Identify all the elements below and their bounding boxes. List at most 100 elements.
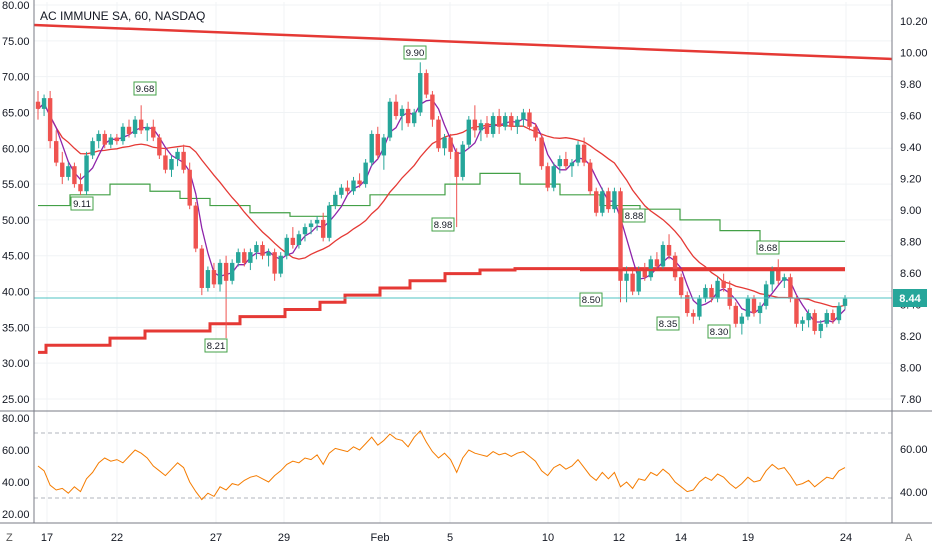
- candle-body[interactable]: [278, 255, 283, 274]
- candle-body[interactable]: [90, 141, 95, 156]
- candle-body[interactable]: [830, 313, 836, 321]
- rsi-pane[interactable]: [34, 429, 892, 501]
- candle-body[interactable]: [151, 126, 156, 138]
- candle-body[interactable]: [193, 205, 198, 249]
- candle-body[interactable]: [727, 287, 732, 306]
- price-annotation[interactable]: 9.68: [133, 81, 157, 96]
- candle-body[interactable]: [187, 169, 192, 206]
- candle-body[interactable]: [169, 159, 174, 170]
- candle-body[interactable]: [654, 259, 660, 267]
- candle-body[interactable]: [120, 126, 126, 142]
- candle-body[interactable]: [697, 298, 702, 317]
- candle-body[interactable]: [181, 151, 186, 170]
- candle-body[interactable]: [527, 112, 532, 127]
- candle-body[interactable]: [163, 155, 168, 170]
- candle-body[interactable]: [236, 252, 241, 263]
- candle-body[interactable]: [460, 144, 465, 177]
- price-annotation[interactable]: 8.88: [622, 208, 646, 223]
- candle-body[interactable]: [217, 262, 223, 285]
- rsi-line[interactable]: [37, 429, 846, 501]
- candle-body[interactable]: [393, 101, 399, 117]
- candle-body[interactable]: [157, 137, 162, 156]
- candle-body[interactable]: [569, 162, 575, 167]
- candle-body[interactable]: [709, 287, 714, 299]
- candle-body[interactable]: [788, 277, 793, 299]
- candle-body[interactable]: [539, 137, 544, 167]
- candle-body[interactable]: [587, 162, 593, 192]
- candle-body[interactable]: [260, 244, 265, 256]
- candle-body[interactable]: [642, 270, 647, 278]
- candle-body[interactable]: [678, 277, 684, 296]
- candle-body[interactable]: [424, 73, 429, 95]
- candle-body[interactable]: [290, 237, 296, 245]
- candle-body[interactable]: [818, 323, 823, 331]
- candle-body[interactable]: [47, 98, 53, 142]
- candle-body[interactable]: [824, 313, 829, 324]
- candle-body[interactable]: [490, 116, 496, 134]
- candle-body[interactable]: [333, 194, 338, 206]
- candle-body[interactable]: [757, 305, 763, 314]
- candle-body[interactable]: [782, 277, 787, 281]
- candle-body[interactable]: [84, 155, 89, 192]
- candle-body[interactable]: [769, 270, 775, 285]
- candle-body[interactable]: [296, 234, 302, 245]
- candle-body[interactable]: [812, 313, 817, 331]
- candle-body[interactable]: [442, 137, 447, 149]
- candle-body[interactable]: [399, 108, 405, 117]
- candle-body[interactable]: [302, 227, 308, 235]
- price-annotation[interactable]: 9.90: [403, 45, 427, 60]
- candle-body[interactable]: [351, 180, 356, 192]
- candle-body[interactable]: [132, 119, 138, 134]
- candle-body[interactable]: [763, 284, 769, 306]
- price-annotation[interactable]: 8.50: [579, 292, 603, 307]
- price-annotation[interactable]: 8.35: [656, 316, 680, 331]
- price-annotation[interactable]: 8.30: [707, 324, 731, 339]
- candle-body[interactable]: [145, 126, 150, 131]
- candle-body[interactable]: [800, 320, 805, 324]
- candle-body[interactable]: [327, 205, 332, 238]
- candle-body[interactable]: [672, 255, 678, 278]
- candle-body[interactable]: [96, 133, 101, 142]
- candle-body[interactable]: [199, 248, 205, 288]
- candle-body[interactable]: [618, 191, 623, 281]
- candle-body[interactable]: [478, 123, 484, 131]
- candle-body[interactable]: [418, 73, 423, 113]
- candle-body[interactable]: [138, 119, 144, 131]
- candle-body[interactable]: [66, 166, 71, 177]
- candle-body[interactable]: [842, 298, 848, 306]
- candle-body[interactable]: [515, 119, 520, 127]
- candle-body[interactable]: [794, 298, 799, 324]
- descending-trendline[interactable]: [33, 23, 893, 61]
- candle-body[interactable]: [114, 137, 120, 142]
- main-pane[interactable]: 9.68 9.11 8.21 9.90 8.98 8.88 8.50 8.35 8.30 8.68: [33, 23, 893, 354]
- candle-body[interactable]: [776, 270, 781, 281]
- candle-body[interactable]: [363, 162, 368, 185]
- candle-body[interactable]: [248, 252, 253, 263]
- candle-body[interactable]: [41, 98, 47, 109]
- candle-body[interactable]: [739, 316, 745, 324]
- candle-body[interactable]: [648, 259, 654, 278]
- candle-body[interactable]: [223, 262, 229, 281]
- price-annotation[interactable]: 8.21: [204, 338, 228, 353]
- candle-body[interactable]: [381, 137, 387, 156]
- candle-body[interactable]: [60, 162, 65, 177]
- candle-body[interactable]: [254, 244, 259, 253]
- candle-body[interactable]: [581, 144, 587, 163]
- candle-body[interactable]: [533, 126, 538, 138]
- candle-body[interactable]: [721, 280, 726, 288]
- candle-body[interactable]: [715, 280, 720, 299]
- candle-body[interactable]: [575, 144, 581, 163]
- candle-body[interactable]: [35, 101, 41, 109]
- candle-body[interactable]: [430, 94, 435, 120]
- candle-body[interactable]: [551, 166, 556, 188]
- candle-body[interactable]: [521, 112, 526, 120]
- candle-body[interactable]: [691, 313, 696, 317]
- candle-body[interactable]: [472, 119, 478, 131]
- candle-body[interactable]: [108, 137, 114, 145]
- candle-body[interactable]: [703, 287, 708, 299]
- candle-body[interactable]: [411, 112, 417, 124]
- candle-body[interactable]: [320, 219, 326, 238]
- candle-body[interactable]: [405, 108, 411, 124]
- candle-body[interactable]: [751, 298, 757, 314]
